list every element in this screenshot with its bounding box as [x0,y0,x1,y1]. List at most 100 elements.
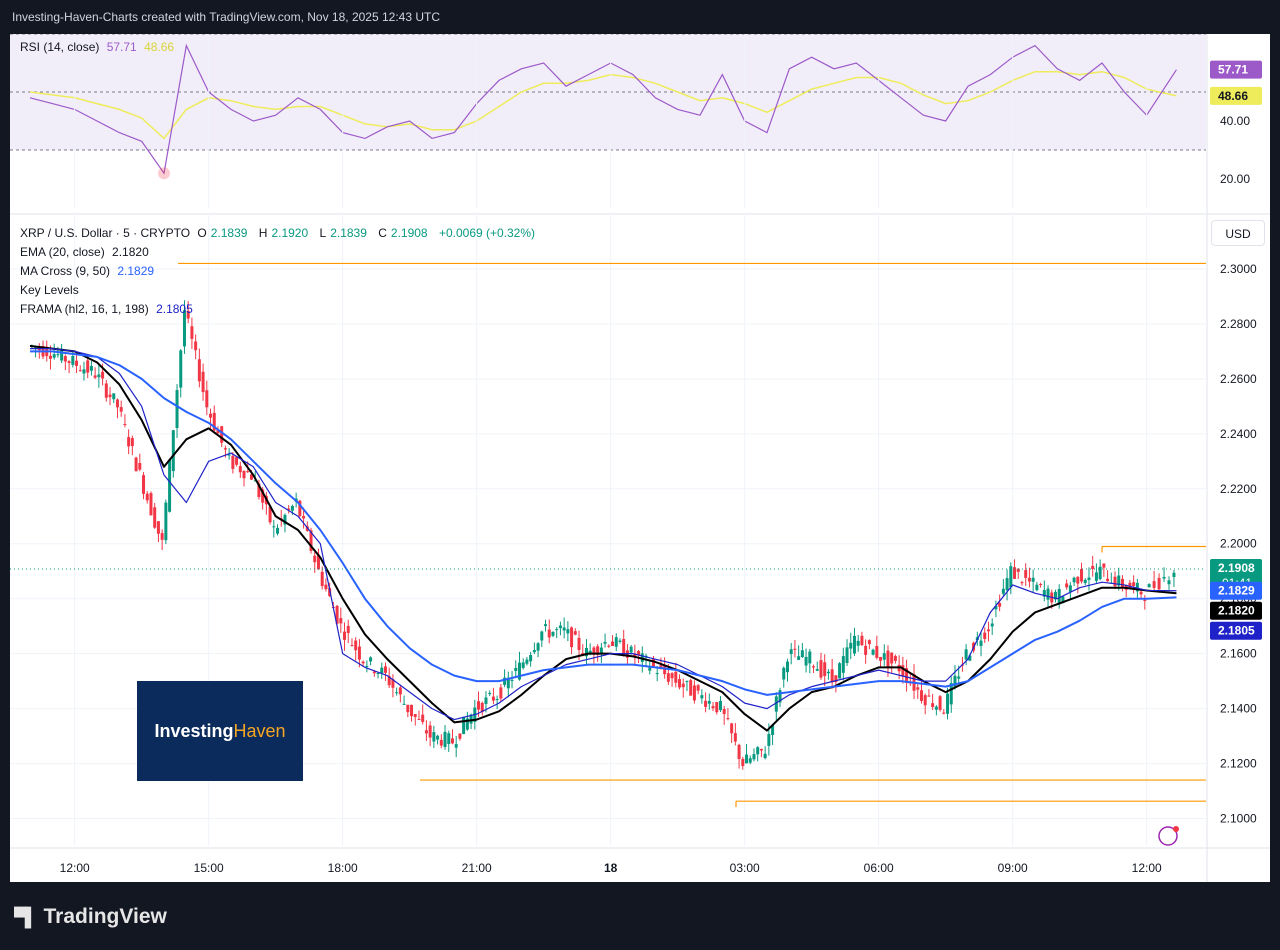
candle-body [238,466,242,473]
frama-legend-label: FRAMA (hl2, 16, 1, 198) [20,302,149,316]
candle-body [71,356,75,365]
candle-body [826,671,830,674]
candle-body [231,455,235,469]
candle-body [562,627,566,631]
ohlc-open: O 2.1839 [197,226,248,240]
ema-price-label: 2.1820 [1218,604,1255,618]
candle-body [611,641,615,646]
candle-body [1039,583,1043,585]
candle-body [376,672,380,674]
candle-body [804,656,808,666]
candle-body [469,714,473,724]
candle-body [488,692,492,695]
candle-body [711,706,715,709]
candle-body [197,359,201,382]
candle-body [756,747,760,755]
candle-body [506,677,510,689]
candle-body [689,680,693,696]
candle-body [570,627,574,648]
candle-body [1152,581,1156,588]
candle-body [1068,585,1072,592]
candle-body [82,369,86,374]
key-levels-legend: Key Levels [20,283,83,297]
candle-body [875,646,879,658]
candle-body [421,714,425,723]
tradingview-footer[interactable]: ▀▌ TradingView [14,904,167,930]
candle-body [194,341,198,351]
candle-body [495,698,499,700]
candle-body [923,695,927,706]
candle-body [134,457,138,472]
frama-line [30,350,1177,696]
x-tick-2: 18:00 [328,861,358,875]
candle-body [998,603,1002,607]
candle-body [1031,577,1035,582]
currency-button[interactable]: USD [1211,220,1265,246]
candle-body [1065,583,1069,588]
candle-body [257,483,261,498]
candle-body [748,758,752,763]
candle-body [629,646,633,653]
candle-body [56,354,60,356]
chart-frame[interactable]: 20.00 40.00 57.71 48.66 2.1000 2.1200 2.1400 2.… [10,34,1270,882]
candle-body [101,371,105,379]
candle-body [860,635,864,646]
candle-body [800,650,804,658]
candle-body [138,462,142,470]
candle-body [127,437,131,447]
ma-cross-legend-label: MA Cross (9, 50) [20,264,111,278]
rsi-ma-line [29,70,1177,140]
candle-body [108,394,112,398]
rsi-last-label-1: 48.66 [1218,89,1248,103]
candle-body [704,700,708,707]
candle-body [156,521,160,534]
candle-body [1167,580,1171,585]
candle-body [1143,599,1147,601]
candle-body [763,753,767,759]
candle-body [678,679,682,688]
candle-body [707,701,711,704]
candle-body [365,665,369,667]
candle-body [462,716,466,734]
candle-body [592,647,596,655]
candle-body [171,430,175,472]
candle-body [741,758,745,767]
rsi-legend: RSI (14, close) 57.71 48.66 [20,40,178,54]
candle-body [1046,588,1050,600]
candle-body [808,651,812,664]
candle-body [86,360,90,373]
candle-body [130,438,134,447]
price-y-tick-10: 2.3000 [1220,262,1257,276]
candle-body [834,675,838,682]
candle-body [410,704,414,717]
candle-body [503,677,507,685]
candle-body [78,370,82,372]
chart-canvas[interactable]: 20.00 40.00 57.71 48.66 2.1000 2.1200 2.1400 2.… [10,34,1270,882]
candle-body [603,641,607,644]
candle-body [949,683,953,705]
candle-body [651,659,655,667]
candle-body [890,652,894,664]
ema-line [29,344,1177,732]
candle-body [752,754,756,760]
candle-body [142,475,146,494]
price-y-tick-1: 2.1200 [1220,757,1257,771]
ma-cross-legend: MA Cross (9, 50) 2.1829 [20,264,158,278]
x-tick-4: 18 [604,861,618,875]
candle-body [968,655,972,661]
candle-body [927,695,931,697]
candle-body [618,640,622,642]
candle-body [227,454,231,456]
candle-body [216,429,220,434]
candle-body [361,661,365,664]
candle-body [558,625,562,629]
candle-body [112,393,116,400]
ema-legend: EMA (20, close) 2.1820 [20,245,153,259]
ema-legend-label: EMA (20, close) [20,245,105,259]
candle-body [536,643,540,651]
header-title: Investing-Haven-Charts created with Trad… [12,10,440,24]
candle-body [201,371,205,393]
candle-body [89,365,93,371]
replay-icon-dot [1173,826,1179,832]
candle-body [581,652,585,655]
